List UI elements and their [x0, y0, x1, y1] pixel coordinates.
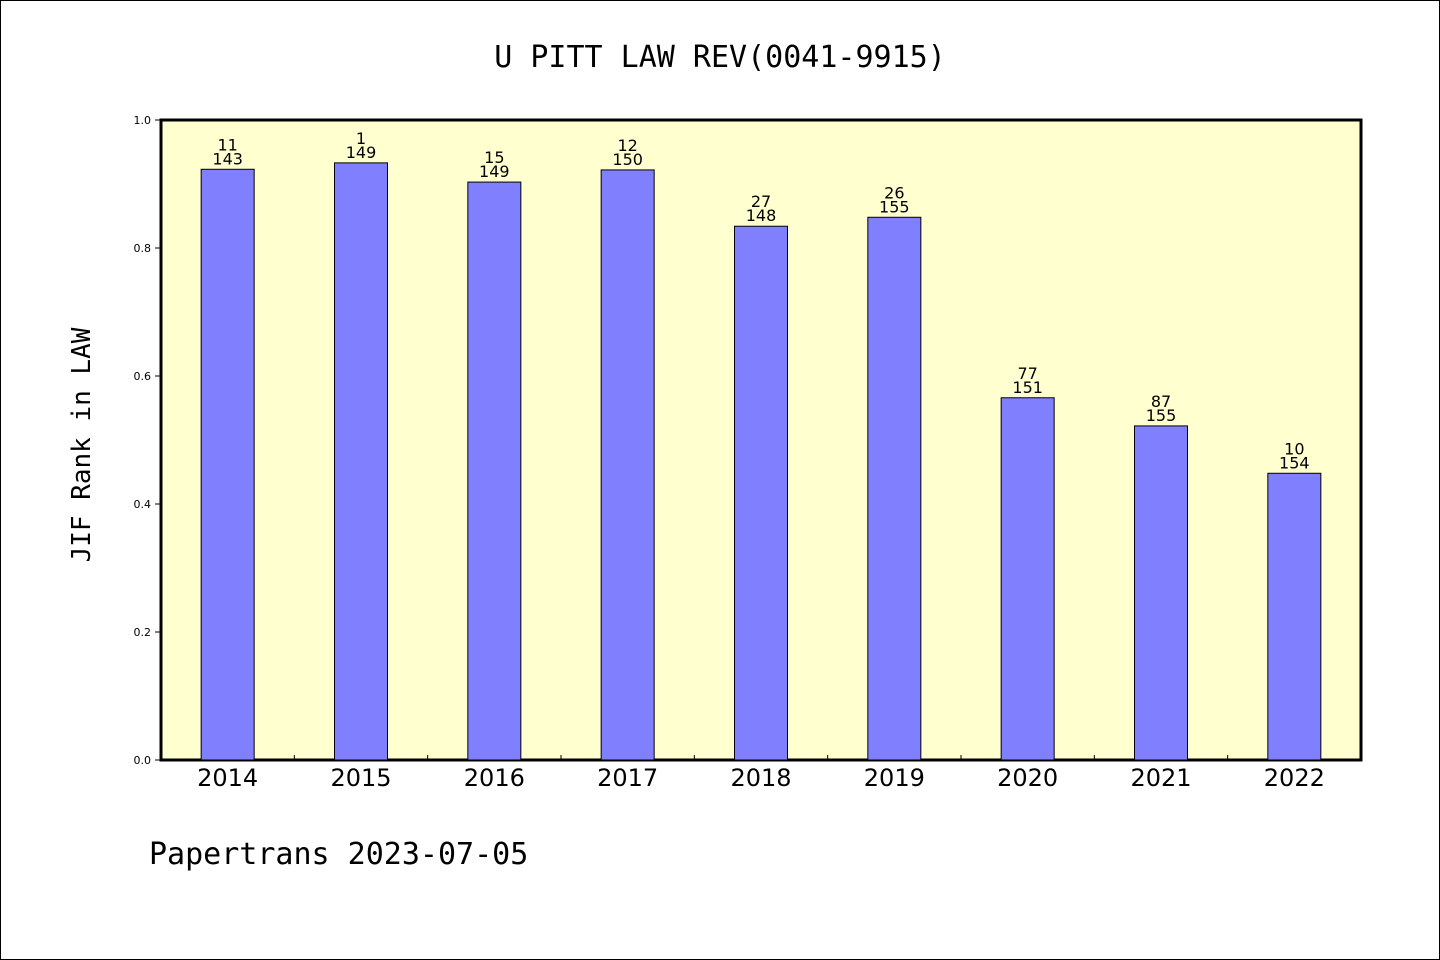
bar-2014 [200, 168, 255, 761]
bar-2021 [1134, 425, 1188, 761]
bar-total-label: 155 [879, 197, 910, 216]
bar-rank-label: 11 [217, 135, 237, 154]
bar-total-label: 148 [746, 206, 777, 225]
footer-text: Papertrans 2023-07-05 [149, 837, 528, 872]
bar-2017 [600, 169, 655, 761]
bar-2018 [734, 225, 788, 761]
bar-2020 [1000, 397, 1055, 761]
chart-title: U PITT LAW REV(0041-9915) [494, 40, 946, 75]
bar-2022 [1267, 472, 1322, 761]
bar-total-label: 149 [346, 143, 377, 162]
bar-rank-label: 1 [356, 129, 366, 148]
bar-rank-label: 77 [1017, 364, 1037, 383]
bar-total-label: 150 [612, 150, 643, 169]
bar-2016 [467, 181, 522, 761]
y-tick-label: 0.2 [134, 626, 152, 639]
y-axis-label: JIF Rank in LAW [67, 327, 97, 562]
bar-rank-label: 87 [1151, 392, 1171, 411]
bar-total-label: 154 [1279, 453, 1310, 472]
y-axis: 0.0 0.2 0.4 0.6 0.8 1.0 [134, 114, 161, 767]
x-tick-label: 2019 [864, 764, 925, 792]
x-tick-label: 2014 [197, 764, 258, 792]
bar-total-label: 151 [1012, 378, 1043, 397]
bar-rank-label: 10 [1284, 439, 1304, 458]
x-tick-label: 2015 [330, 764, 391, 792]
bar-rank-label: 26 [884, 183, 904, 202]
y-tick-label: 1.0 [134, 114, 152, 127]
bar-total-label: 149 [479, 162, 510, 181]
x-tick-label: 2018 [730, 764, 791, 792]
y-tick-label: 0.8 [134, 242, 152, 255]
y-tick-label: 0.4 [134, 498, 152, 511]
bar-2019 [867, 216, 922, 761]
bar-2015 [334, 162, 388, 761]
y-tick-label: 0.6 [134, 370, 152, 383]
x-tick-label: 2017 [597, 764, 658, 792]
x-tick-label: 2016 [464, 764, 525, 792]
bar-rank-label: 12 [617, 136, 637, 155]
x-tick-label: 2022 [1264, 764, 1325, 792]
x-axis: 2014 2015 2016 2017 2018 2019 2020 2021 2022 [197, 755, 1325, 792]
x-tick-label: 2021 [1130, 764, 1191, 792]
bar-total-label: 155 [1146, 406, 1177, 425]
bar-rank-label: 27 [751, 192, 771, 211]
x-tick-label: 2020 [997, 764, 1058, 792]
bar-rank-label: 15 [484, 148, 504, 167]
y-tick-label: 0.0 [134, 754, 152, 767]
bar-total-label: 143 [212, 149, 243, 168]
